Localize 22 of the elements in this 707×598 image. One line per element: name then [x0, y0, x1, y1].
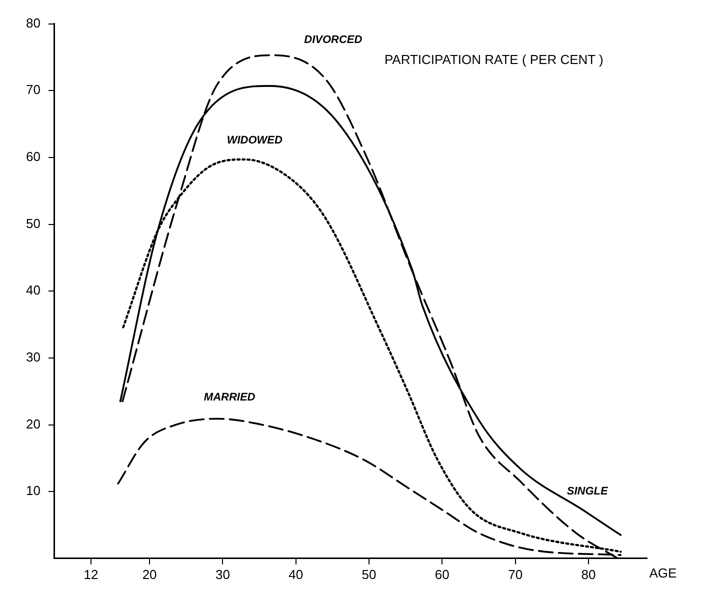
x-tick-label: 30 [215, 566, 230, 582]
x-tick-label: 70 [508, 566, 523, 582]
x-axis-title: AGE [649, 565, 678, 580]
y-tick-label: 60 [26, 149, 40, 164]
y-tick-label: 80 [26, 15, 40, 30]
x-tick-label: 12 [84, 566, 98, 582]
y-tick-label: 40 [26, 282, 40, 298]
y-tick-label: 30 [26, 350, 40, 365]
series-label: MARRIED [204, 392, 256, 404]
x-tick-label: 60 [434, 566, 450, 582]
series-label: SINGLE [566, 485, 608, 498]
x-tick-label: 50 [362, 566, 376, 582]
series-label: WIDOWED [226, 134, 283, 146]
x-tick-label: 80 [581, 566, 596, 582]
y-tick-label: 70 [26, 82, 40, 98]
y-tick-label: 10 [26, 483, 40, 498]
y-tick-label: 50 [26, 216, 40, 231]
x-tick-label: 40 [288, 566, 304, 582]
y-axis-title: PARTICIPATION RATE ( PER CENT ) [384, 52, 604, 67]
series-label: DIVORCED [304, 34, 362, 46]
y-tick-label: 20 [26, 416, 40, 432]
x-tick-label: 20 [142, 566, 157, 582]
